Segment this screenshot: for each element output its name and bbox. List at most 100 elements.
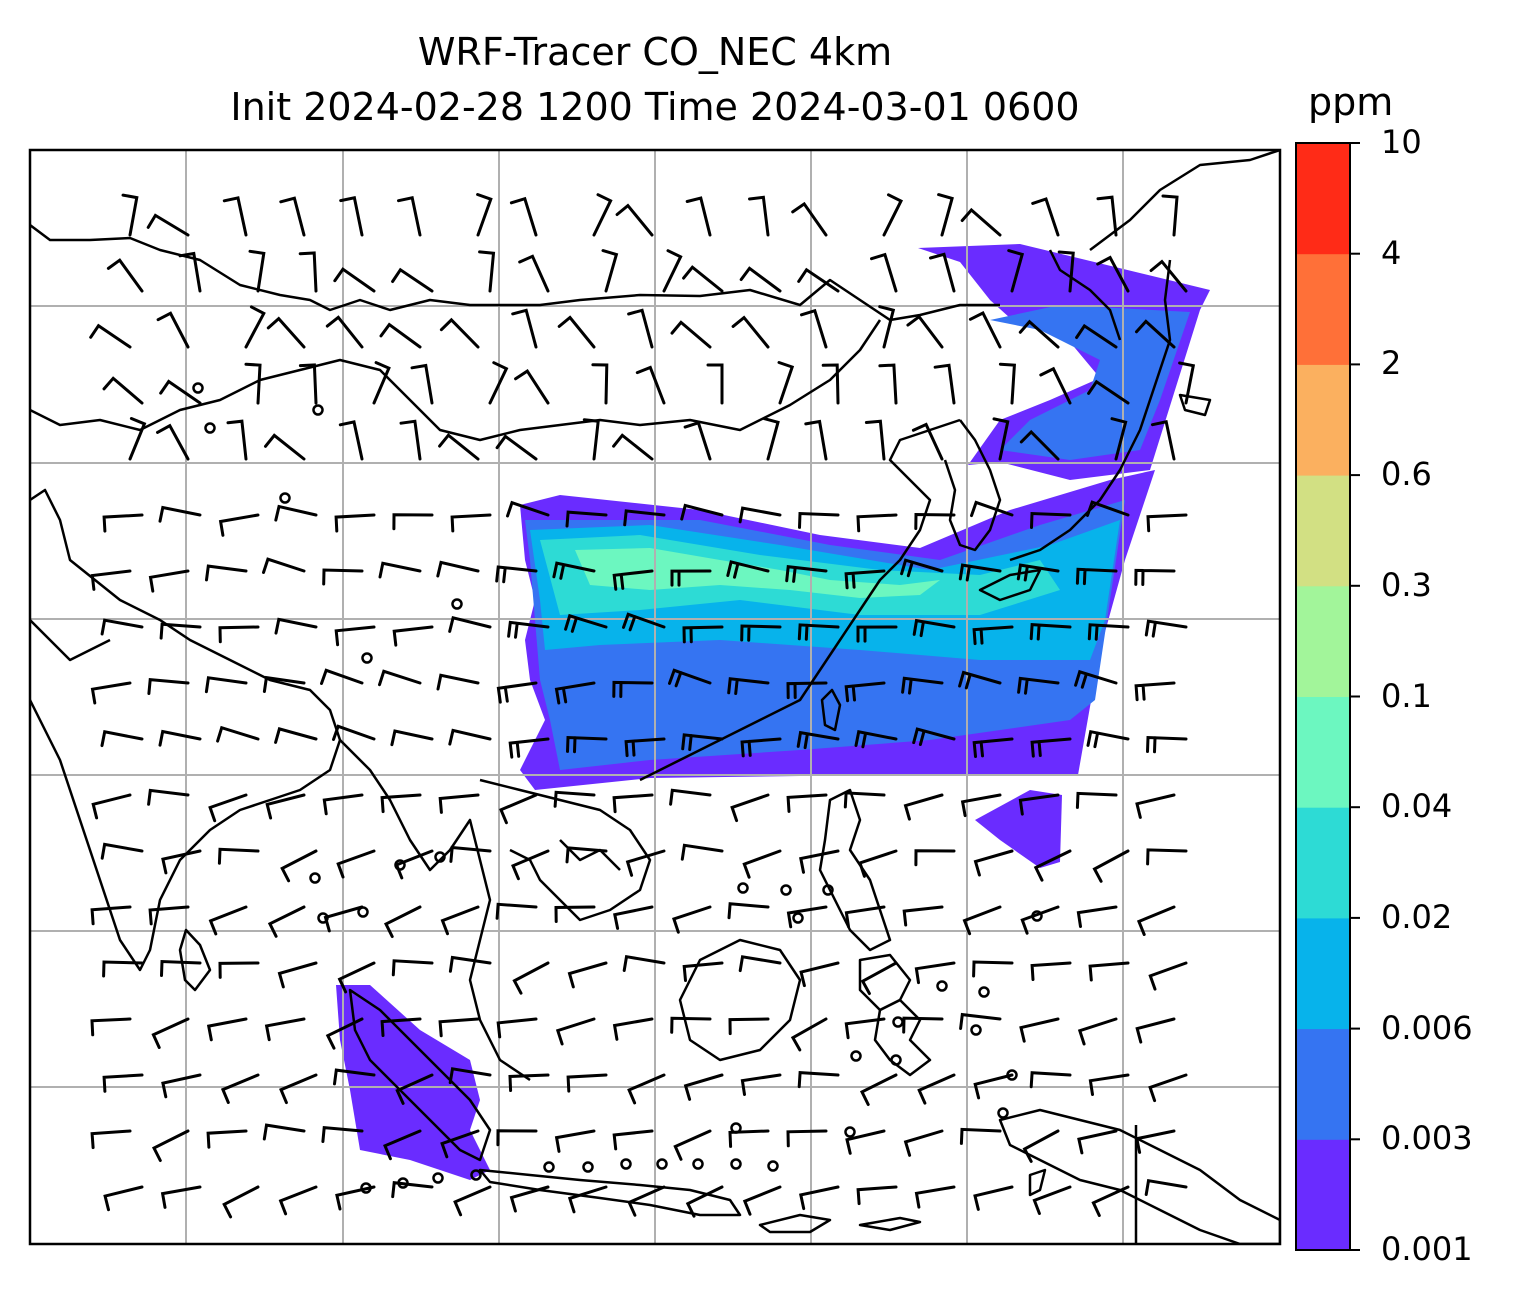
wind-barb	[332, 724, 376, 741]
calm-wind-marker	[730, 1158, 742, 1170]
wind-barb	[514, 369, 550, 405]
wind-barb	[738, 955, 782, 973]
wind-barb	[325, 315, 364, 349]
wind-barb	[972, 625, 1014, 646]
wind-barb	[567, 1185, 608, 1214]
wind-barb	[870, 252, 898, 293]
wind-barb	[622, 612, 666, 632]
wind-barb	[322, 793, 364, 816]
wind-barb	[392, 513, 434, 531]
calm-wind-marker	[432, 1172, 444, 1184]
wind-barb	[1018, 319, 1060, 349]
wind-barb	[912, 727, 956, 746]
calm-wind-marker	[361, 652, 373, 664]
colorbar-segment	[1296, 253, 1350, 365]
wind-barb	[1017, 676, 1060, 695]
wind-barb	[929, 252, 956, 293]
wind-barb	[160, 959, 202, 977]
wind-barb	[338, 420, 364, 461]
calm-wind-marker	[309, 872, 321, 884]
wind-barb	[786, 905, 828, 929]
wind-barb	[557, 315, 596, 349]
wind-barb	[786, 1129, 828, 1148]
wind-barb	[843, 791, 886, 809]
wind-barb	[438, 793, 480, 814]
wind-barb	[278, 1185, 318, 1216]
wind-barb	[161, 1073, 202, 1099]
calm-wind-marker	[1031, 910, 1043, 922]
wind-barb	[1087, 379, 1130, 405]
wind-barb	[554, 681, 596, 705]
wind-barb	[622, 954, 666, 972]
wind-barb	[450, 513, 492, 533]
wind-barb	[158, 505, 202, 523]
wind-barb	[274, 504, 318, 522]
wind-barb	[279, 196, 306, 237]
tracer-plume-east	[975, 790, 1062, 868]
wind-barb	[706, 363, 724, 405]
wind-barb	[217, 847, 260, 865]
colorbar-segment	[1296, 1028, 1350, 1140]
wind-barb	[496, 1017, 538, 1039]
wind-barb	[100, 842, 144, 860]
wind-barb	[208, 793, 248, 823]
calm-wind-marker	[780, 884, 792, 896]
calm-wind-marker	[978, 986, 990, 998]
wind-barb	[785, 565, 828, 583]
wind-barb	[859, 1073, 898, 1106]
calm-wind-marker	[434, 851, 446, 863]
wind-barb	[248, 249, 266, 293]
colorbar-tick-label: 0.1	[1381, 676, 1432, 715]
wind-barb	[478, 250, 496, 293]
wind-barb	[509, 196, 538, 237]
colorbar-segment	[1296, 364, 1350, 476]
calm-wind-marker	[204, 422, 216, 434]
wind-barb	[960, 207, 1002, 237]
wind-barb	[280, 849, 318, 883]
wind-barb	[740, 1073, 782, 1096]
wind-barb	[488, 361, 509, 405]
wind-barb	[438, 433, 480, 461]
wind-barb	[390, 729, 434, 747]
wind-barb	[90, 681, 132, 705]
wind-barb	[495, 434, 538, 461]
calm-wind-marker	[582, 1161, 594, 1173]
calm-wind-marker	[890, 1054, 902, 1066]
wind-barb	[901, 676, 944, 695]
wind-barb	[496, 681, 538, 704]
wind-barb	[146, 213, 190, 237]
wind-barb	[763, 417, 780, 461]
wind-barb	[799, 849, 840, 874]
map-title-line1: WRF-Tracer CO_NEC 4km	[417, 30, 893, 74]
wind-barb	[727, 677, 770, 695]
wind-barb	[933, 363, 956, 405]
wind-barb	[685, 196, 712, 237]
wind-barb	[448, 728, 492, 746]
wind-barb	[878, 363, 898, 405]
wind-barb	[797, 1071, 840, 1089]
wind-barb	[147, 677, 190, 695]
wind-barb	[627, 1185, 666, 1217]
wind-barb	[509, 1185, 550, 1213]
wind-barb	[958, 670, 1002, 690]
wind-barb	[106, 258, 144, 293]
wind-barb	[1149, 259, 1188, 293]
wind-barb	[244, 362, 262, 405]
colorbar-segment	[1296, 475, 1350, 587]
wind-barb	[448, 1067, 492, 1085]
wind-barb	[337, 961, 376, 994]
calm-wind-marker	[397, 1177, 409, 1189]
wind-barb	[673, 1129, 712, 1161]
wind-barb	[158, 729, 202, 747]
wind-barb	[449, 845, 492, 863]
wind-barb	[339, 196, 364, 237]
wind-barb	[439, 317, 480, 349]
wind-barb	[222, 196, 248, 237]
wind-barb	[1019, 1017, 1060, 1043]
wind-barb	[262, 1123, 306, 1141]
wind-barb	[436, 560, 480, 578]
wind-barb	[298, 251, 318, 293]
wind-barb	[208, 905, 248, 936]
wind-barb	[962, 905, 1002, 936]
wind-barb	[262, 557, 306, 574]
